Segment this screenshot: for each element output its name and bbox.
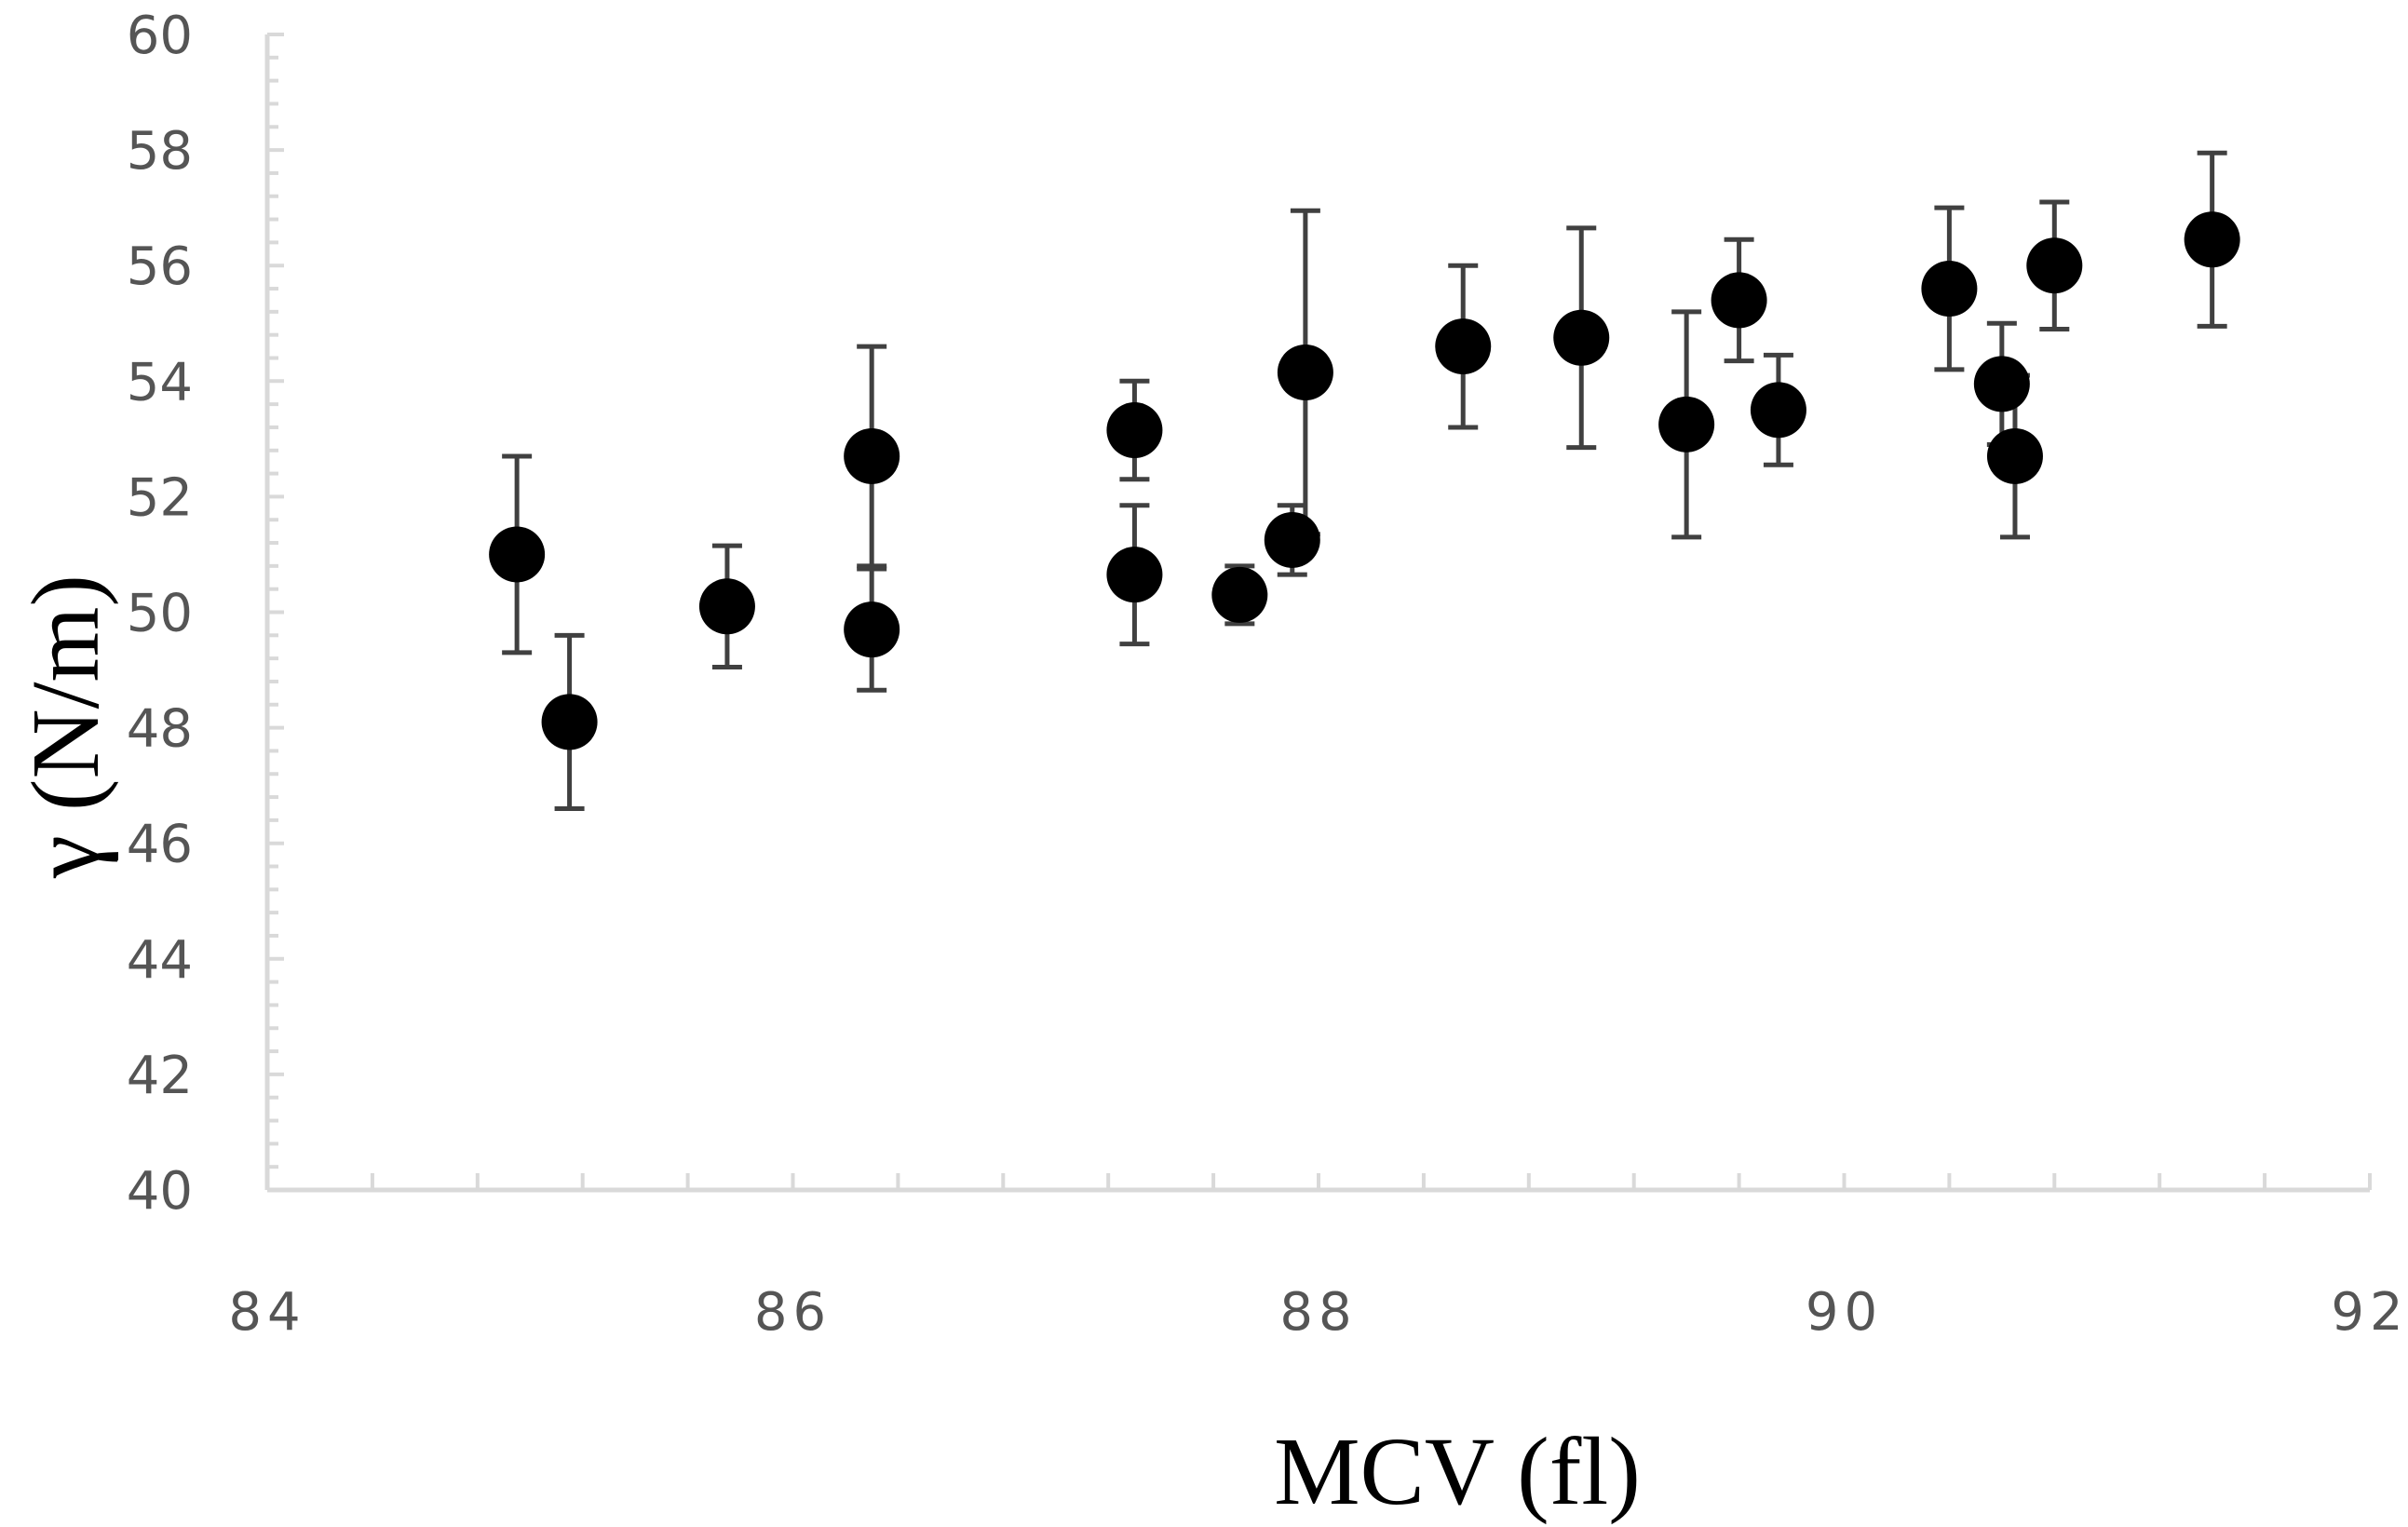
y-tick-labels: 40 42 44 46 48 50 52 54 56 58 60: [127, 6, 193, 1222]
y-tick-label: 52: [127, 467, 193, 528]
x-tick-label: 88: [1279, 1282, 1357, 1343]
y-tick-label: 54: [127, 352, 193, 412]
x-tick-labels: 84 86 88 90 92: [228, 1282, 2408, 1343]
data-point: [1921, 261, 1978, 318]
tick-marks: [265, 33, 2372, 1192]
y-tick-label: 58: [127, 121, 193, 182]
data-point: [1435, 318, 1492, 375]
data-point: [698, 578, 755, 635]
x-axis-title: MCV (fl): [1274, 1418, 1641, 1525]
y-tick-label: 42: [127, 1046, 193, 1106]
y-axis-title: γ (N/m): [12, 574, 119, 879]
y-tick-label: 56: [127, 236, 193, 297]
data-point: [844, 427, 900, 484]
x-tick-label: 92: [2331, 1282, 2408, 1343]
data-point: [1264, 511, 1320, 568]
x-tick-label: 86: [754, 1282, 832, 1343]
y-tick-label: 60: [127, 6, 193, 66]
data-point: [1553, 309, 1610, 366]
data-point: [1106, 402, 1163, 459]
data-point: [1106, 547, 1163, 603]
y-tick-label: 46: [127, 815, 193, 875]
y-tick-label: 40: [127, 1161, 193, 1222]
data-point: [1658, 396, 1715, 453]
data-point: [1986, 427, 2043, 484]
data-point: [844, 601, 900, 658]
data-point: [489, 526, 546, 583]
y-tick-label: 44: [127, 930, 193, 991]
error-bars: [502, 150, 2227, 811]
x-tick-label: 90: [1806, 1282, 1883, 1343]
data-point: [541, 694, 598, 750]
data-point: [1973, 356, 2030, 412]
data-point: [2026, 237, 2083, 294]
data-point: [1277, 344, 1333, 400]
y-tick-label: 48: [127, 699, 193, 760]
data-point: [1750, 382, 1806, 439]
data-point: [1711, 272, 1767, 329]
data-points: [489, 211, 2240, 750]
data-point: [1211, 566, 1268, 623]
y-tick-label: 50: [127, 584, 193, 644]
x-tick-label: 84: [228, 1282, 305, 1343]
data-point: [2184, 211, 2240, 268]
